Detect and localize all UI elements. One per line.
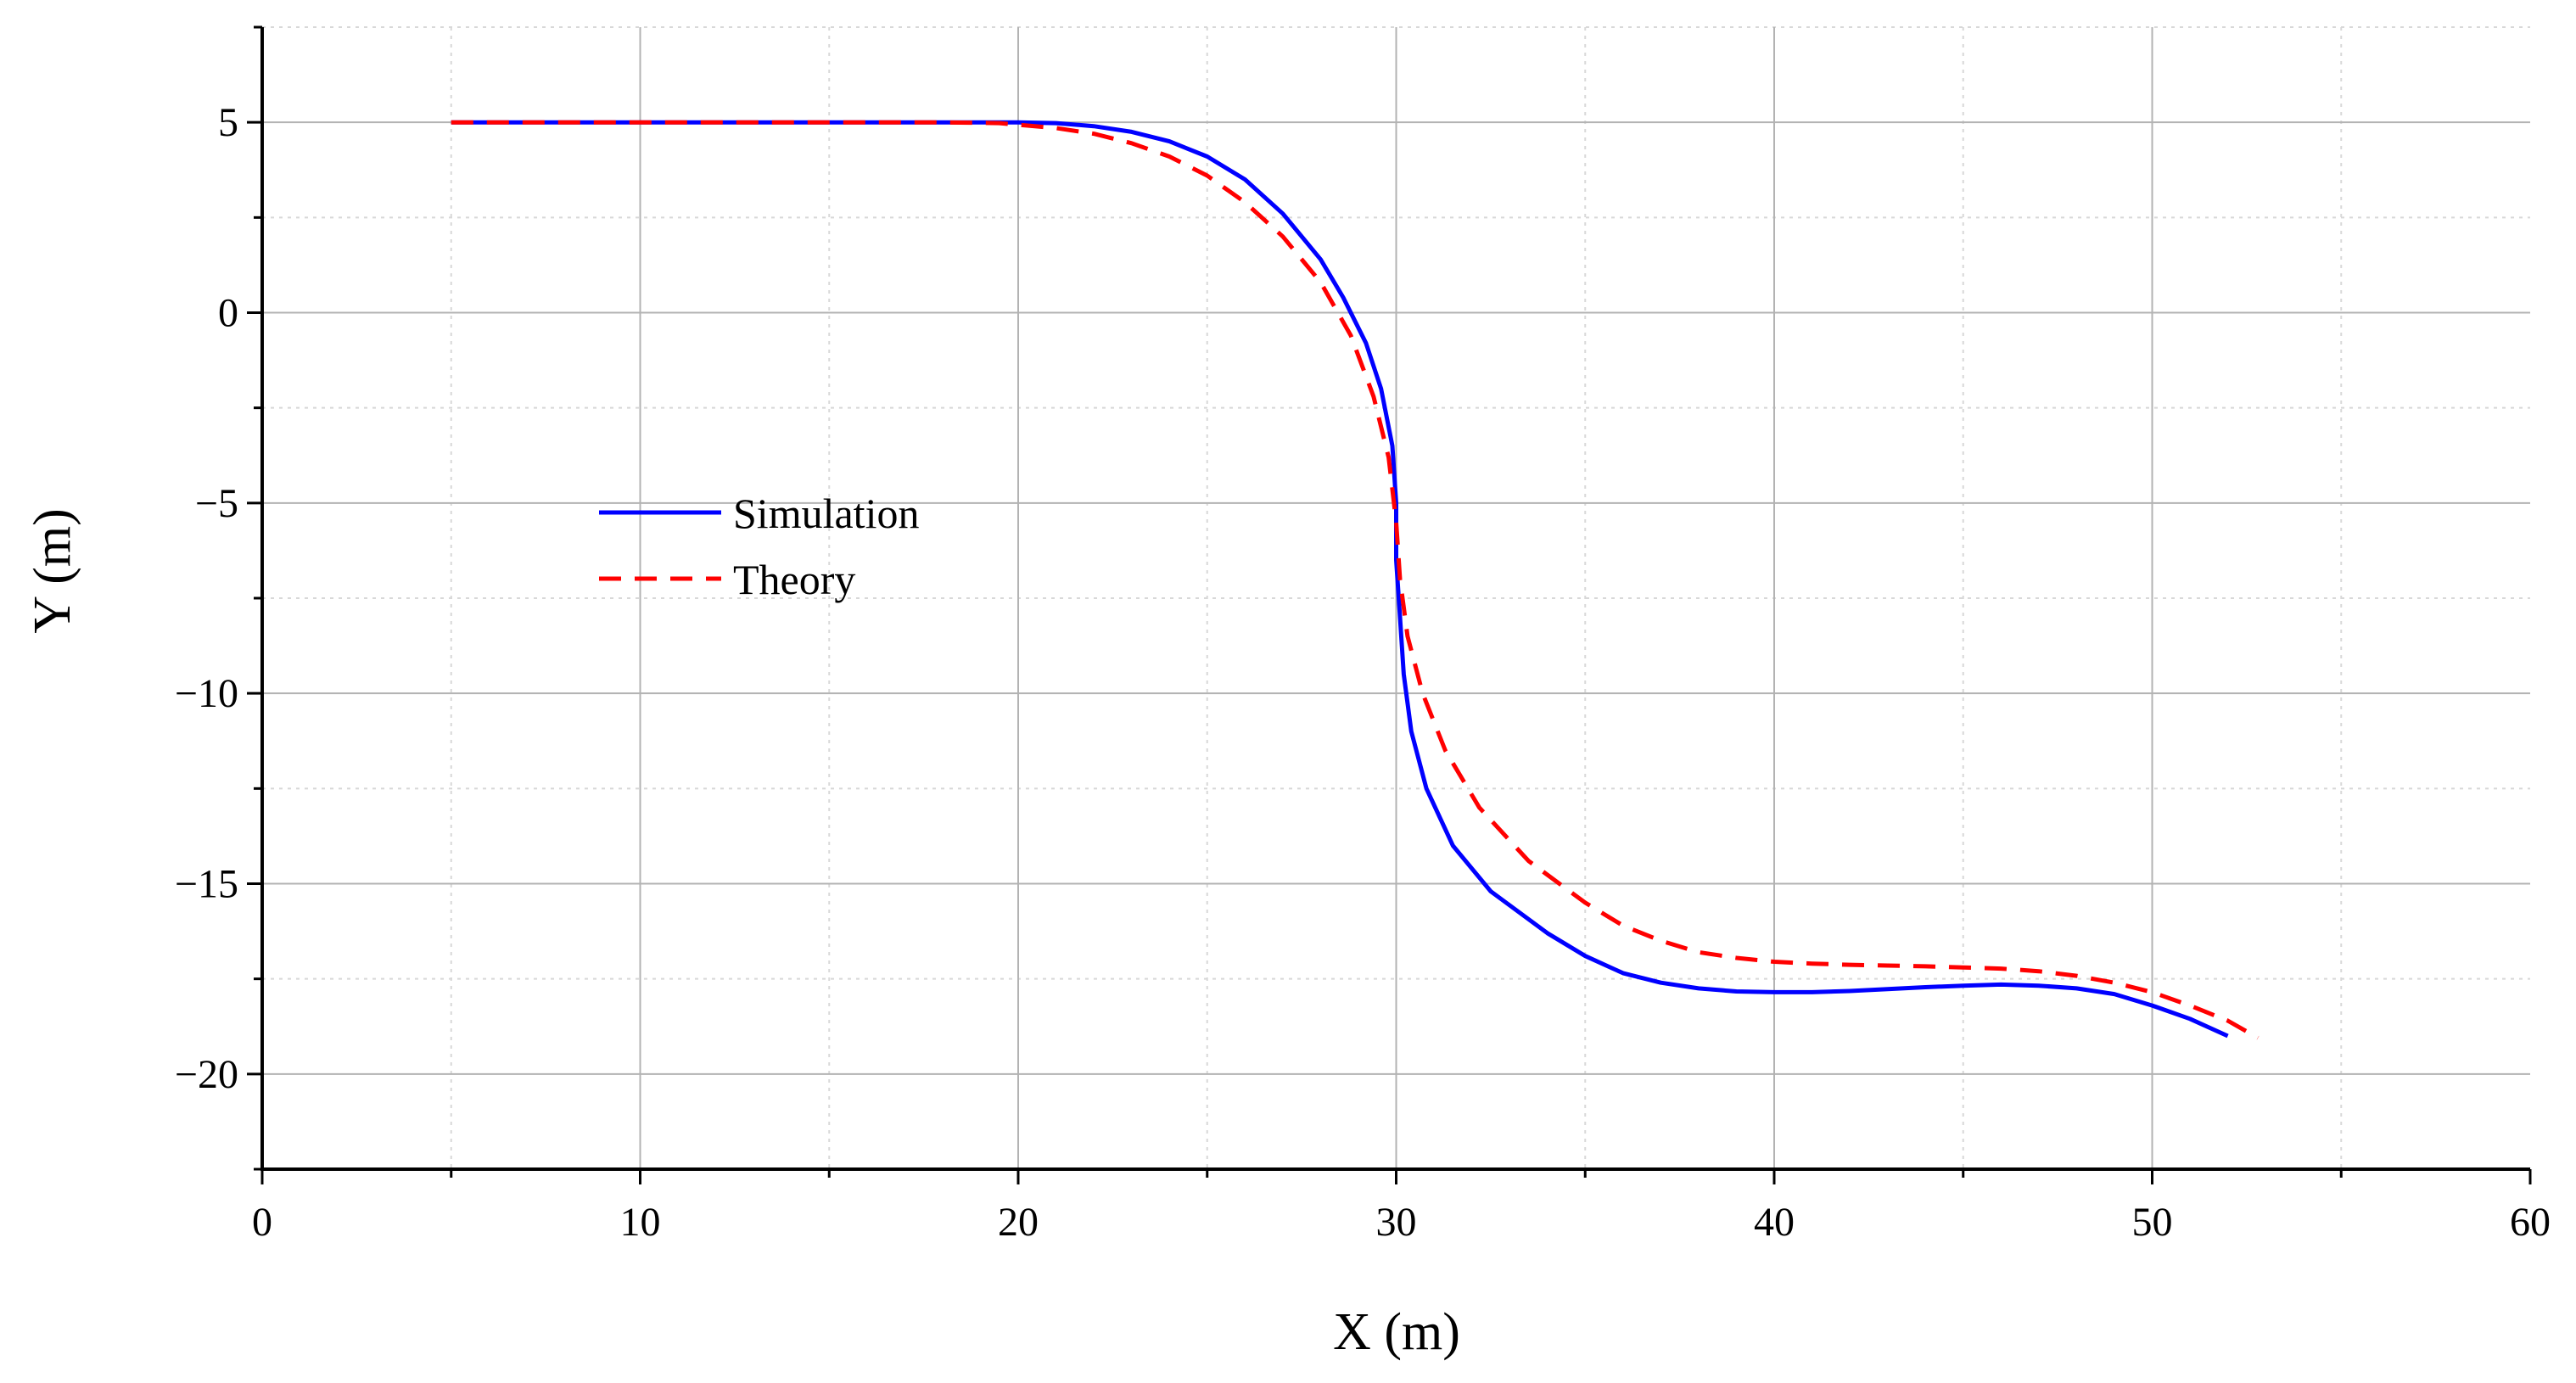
legend-simulation-label: Simulation bbox=[733, 490, 919, 537]
y-tick-label: −10 bbox=[175, 671, 238, 716]
major-grid bbox=[262, 27, 2530, 1169]
x-tick-label: 50 bbox=[2132, 1200, 2173, 1245]
y-tick-label: −15 bbox=[175, 862, 238, 907]
y-tick-label: −20 bbox=[175, 1052, 238, 1097]
series-line-theory bbox=[451, 120, 2260, 1040]
series-line-simulation bbox=[451, 120, 2229, 1039]
y-tick-label: −5 bbox=[195, 481, 238, 526]
x-tick-label: 0 bbox=[252, 1200, 272, 1245]
legend-theory-label: Theory bbox=[733, 556, 855, 603]
legend: Simulation Theory bbox=[599, 490, 919, 603]
x-tick-label: 40 bbox=[1754, 1200, 1795, 1245]
x-tick-label: 60 bbox=[2510, 1200, 2551, 1245]
y-axis-title: Y (m) bbox=[24, 508, 81, 634]
x-tick-label: 10 bbox=[620, 1200, 661, 1245]
series-layer bbox=[451, 120, 2260, 1040]
x-tick-label: 20 bbox=[998, 1200, 1039, 1245]
ticks bbox=[247, 25, 2532, 1184]
y-tick-label: 0 bbox=[218, 291, 238, 336]
y-tick-label: 5 bbox=[218, 100, 238, 145]
x-tick-label: 30 bbox=[1376, 1200, 1417, 1245]
minor-grid bbox=[262, 26, 2530, 1169]
x-axis-title: X (m) bbox=[1333, 1303, 1460, 1361]
